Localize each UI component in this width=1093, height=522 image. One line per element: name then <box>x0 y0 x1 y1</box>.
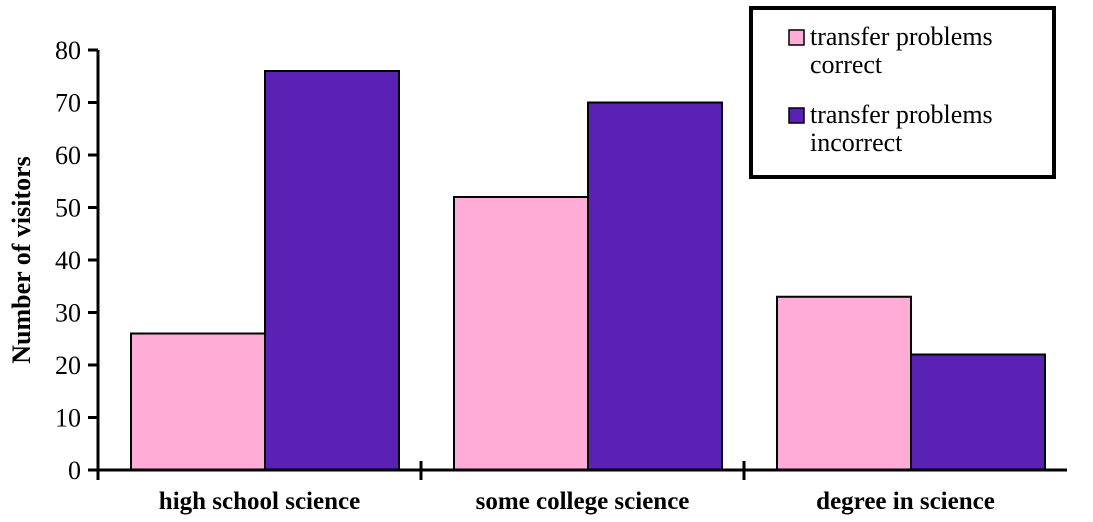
legend-label-correct: transfer problems correct <box>810 22 993 79</box>
legend: transfer problems correct transfer problem… <box>749 6 1056 179</box>
y-tick-label: 80 <box>55 36 81 65</box>
y-tick-label: 70 <box>55 89 81 118</box>
legend-swatch-correct <box>788 29 805 46</box>
bar-incorrect <box>910 353 1046 471</box>
y-tick-label: 40 <box>55 246 81 275</box>
bar-correct <box>130 332 266 471</box>
legend-label-incorrect: transfer problems incorrect <box>810 100 993 157</box>
y-axis-title: Number of visitors <box>7 156 36 364</box>
bar-incorrect <box>264 70 400 471</box>
y-tick-label: 10 <box>55 404 81 433</box>
x-tick-label: degree in science <box>816 488 995 515</box>
y-axis: 0 10 20 30 40 50 60 70 80 <box>55 36 100 485</box>
bar-incorrect <box>587 101 723 471</box>
y-tick-label: 30 <box>55 299 81 328</box>
y-tick-label: 20 <box>55 351 81 380</box>
y-tick-label: 0 <box>68 456 81 485</box>
y-tick-label: 60 <box>55 141 81 170</box>
x-tick-label: high school science <box>159 488 360 515</box>
y-tick-label: 50 <box>55 194 81 223</box>
bar-correct <box>453 196 589 471</box>
legend-swatch-incorrect <box>788 107 805 124</box>
x-tick-label: some college science <box>476 488 690 515</box>
x-axis: high school science some college science d… <box>98 461 1067 515</box>
bar-correct <box>776 295 912 471</box>
